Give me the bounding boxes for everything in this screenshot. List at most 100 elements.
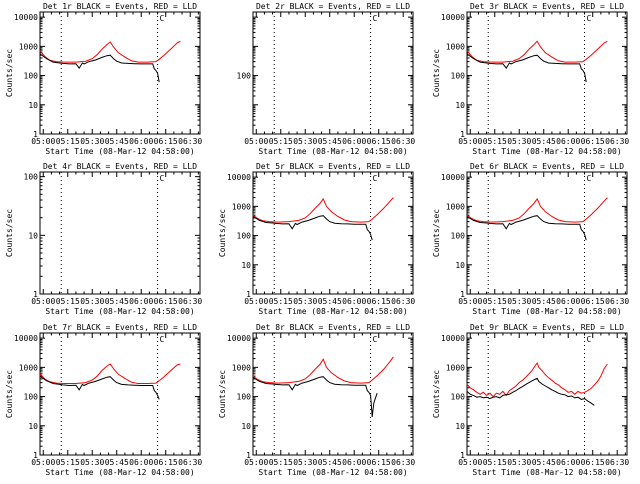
saa-marker: C [587, 14, 592, 23]
y-axis-label: Counts/sec [5, 49, 14, 97]
x-axis-label: Start Time (08-Mar-12 04:58:00) [258, 147, 407, 156]
x-tick-label: 05:15 [483, 137, 507, 146]
lld-series-line [252, 356, 394, 384]
lld-series-line [39, 363, 181, 384]
y-axis-label: Counts/sec [218, 209, 227, 257]
y-tick-label: 1 [460, 290, 465, 299]
x-tick-label: 05:15 [269, 458, 293, 467]
plot-frame [252, 171, 414, 295]
x-axis-label: Start Time (08-Mar-12 04:58:00) [258, 307, 407, 316]
lld-series-line [466, 197, 608, 223]
chart-title: Det 5r BLACK = Events, RED = LLD [256, 162, 410, 171]
x-tick-label: 06:30 [391, 458, 415, 467]
saa-marker: C [587, 335, 592, 344]
saa-marker: C [160, 335, 165, 344]
y-tick-label: 10 [241, 261, 251, 270]
chart-title: Det 4r BLACK = Events, RED = LLD [43, 162, 197, 171]
y-tick-label: 1 [33, 290, 38, 299]
x-tick-label: 05:30 [293, 458, 317, 467]
saa-marker: C [160, 14, 165, 23]
x-tick-label: 05:15 [269, 137, 293, 146]
y-tick-label: 1000 [446, 202, 465, 211]
chart-title: Det 6r BLACK = Events, RED = LLD [470, 162, 624, 171]
x-tick-label: 05:00 [244, 297, 268, 306]
x-tick-label: 05:00 [31, 297, 55, 306]
detector-panel-9: Det 9r BLACK = Events, RED = LLD 1 10 100 10… [432, 323, 629, 477]
x-tick-label: 06:15 [154, 458, 178, 467]
x-tick-label: 05:45 [318, 297, 342, 306]
x-tick-label: 05:30 [80, 297, 104, 306]
x-tick-label: 06:30 [178, 297, 202, 306]
y-tick-label: 10 [28, 422, 38, 431]
x-tick-label: 05:45 [105, 458, 129, 467]
detector-panel-2: Det 2r BLACK = Events, RED = LLD 100 05:00… [237, 2, 416, 156]
y-tick-label: 10 [455, 101, 465, 110]
x-tick-label: 05:45 [318, 458, 342, 467]
x-axis-label: Start Time (08-Mar-12 04:58:00) [45, 307, 194, 316]
chart-title: Det 9r BLACK = Events, RED = LLD [470, 323, 624, 332]
plot-frame [39, 171, 201, 295]
y-tick-label: 10000 [14, 334, 38, 343]
plot-frame [466, 332, 628, 456]
x-tick-label: 06:00 [342, 137, 366, 146]
x-tick-label: 05:15 [56, 297, 80, 306]
y-axis-label: Counts/sec [5, 370, 14, 418]
y-tick-label: 100 [237, 72, 252, 81]
x-axis-label: Start Time (08-Mar-12 04:58:00) [472, 468, 621, 477]
y-tick-label: 10 [28, 231, 38, 240]
y-tick-label: 1000 [232, 363, 251, 372]
x-axis-label: Start Time (08-Mar-12 04:58:00) [258, 468, 407, 477]
y-tick-label: 100 [237, 232, 252, 241]
y-axis-label: Counts/sec [5, 209, 14, 257]
x-tick-label: 06:00 [556, 137, 580, 146]
y-tick-label: 1 [460, 130, 465, 139]
y-tick-label: 100 [237, 393, 252, 402]
y-tick-label: 100 [24, 173, 39, 182]
events-series-line [39, 375, 160, 400]
plot-frame [39, 11, 201, 135]
chart-title: Det 8r BLACK = Events, RED = LLD [256, 323, 410, 332]
y-tick-label: 1 [460, 451, 465, 460]
x-tick-label: 06:30 [178, 458, 202, 467]
y-tick-label: 1000 [232, 202, 251, 211]
detector-panel-5: Det 5r BLACK = Events, RED = LLD 1 10 100 10… [218, 162, 415, 316]
y-tick-label: 1 [33, 451, 38, 460]
x-axis-label: Start Time (08-Mar-12 04:58:00) [472, 147, 621, 156]
x-tick-label: 05:30 [293, 137, 317, 146]
x-tick-label: 05:15 [56, 458, 80, 467]
y-tick-label: 10000 [441, 173, 465, 182]
x-tick-label: 06:30 [605, 458, 629, 467]
x-tick-label: 05:15 [56, 137, 80, 146]
x-tick-label: 06:00 [556, 458, 580, 467]
x-tick-label: 05:30 [293, 297, 317, 306]
x-tick-label: 06:00 [342, 458, 366, 467]
y-tick-label: 1000 [19, 42, 38, 51]
x-tick-label: 05:30 [80, 137, 104, 146]
y-tick-label: 1 [246, 451, 251, 460]
events-series-line [39, 53, 160, 83]
plot-frame [252, 11, 414, 135]
y-axis-label: Counts/sec [432, 209, 441, 257]
x-tick-label: 05:30 [507, 458, 531, 467]
x-tick-label: 06:15 [154, 137, 178, 146]
x-tick-label: 06:00 [342, 297, 366, 306]
events-series-line [466, 377, 595, 406]
events-series-line [466, 53, 587, 83]
saa-marker: C [587, 174, 592, 183]
y-tick-label: 100 [451, 232, 466, 241]
saa-marker: C [373, 335, 378, 344]
x-axis-label: Start Time (08-Mar-12 04:58:00) [472, 307, 621, 316]
x-tick-label: 06:15 [154, 297, 178, 306]
lld-series-line [466, 362, 608, 398]
x-tick-label: 05:15 [483, 297, 507, 306]
chart-title: Det 3r BLACK = Events, RED = LLD [470, 2, 624, 11]
x-tick-label: 06:00 [556, 297, 580, 306]
x-tick-label: 05:30 [507, 297, 531, 306]
x-tick-label: 05:00 [458, 297, 482, 306]
x-tick-label: 06:30 [391, 137, 415, 146]
lld-series-line [466, 40, 608, 63]
y-tick-label: 100 [24, 393, 39, 402]
x-tick-label: 05:30 [507, 137, 531, 146]
y-tick-label: 1 [246, 290, 251, 299]
